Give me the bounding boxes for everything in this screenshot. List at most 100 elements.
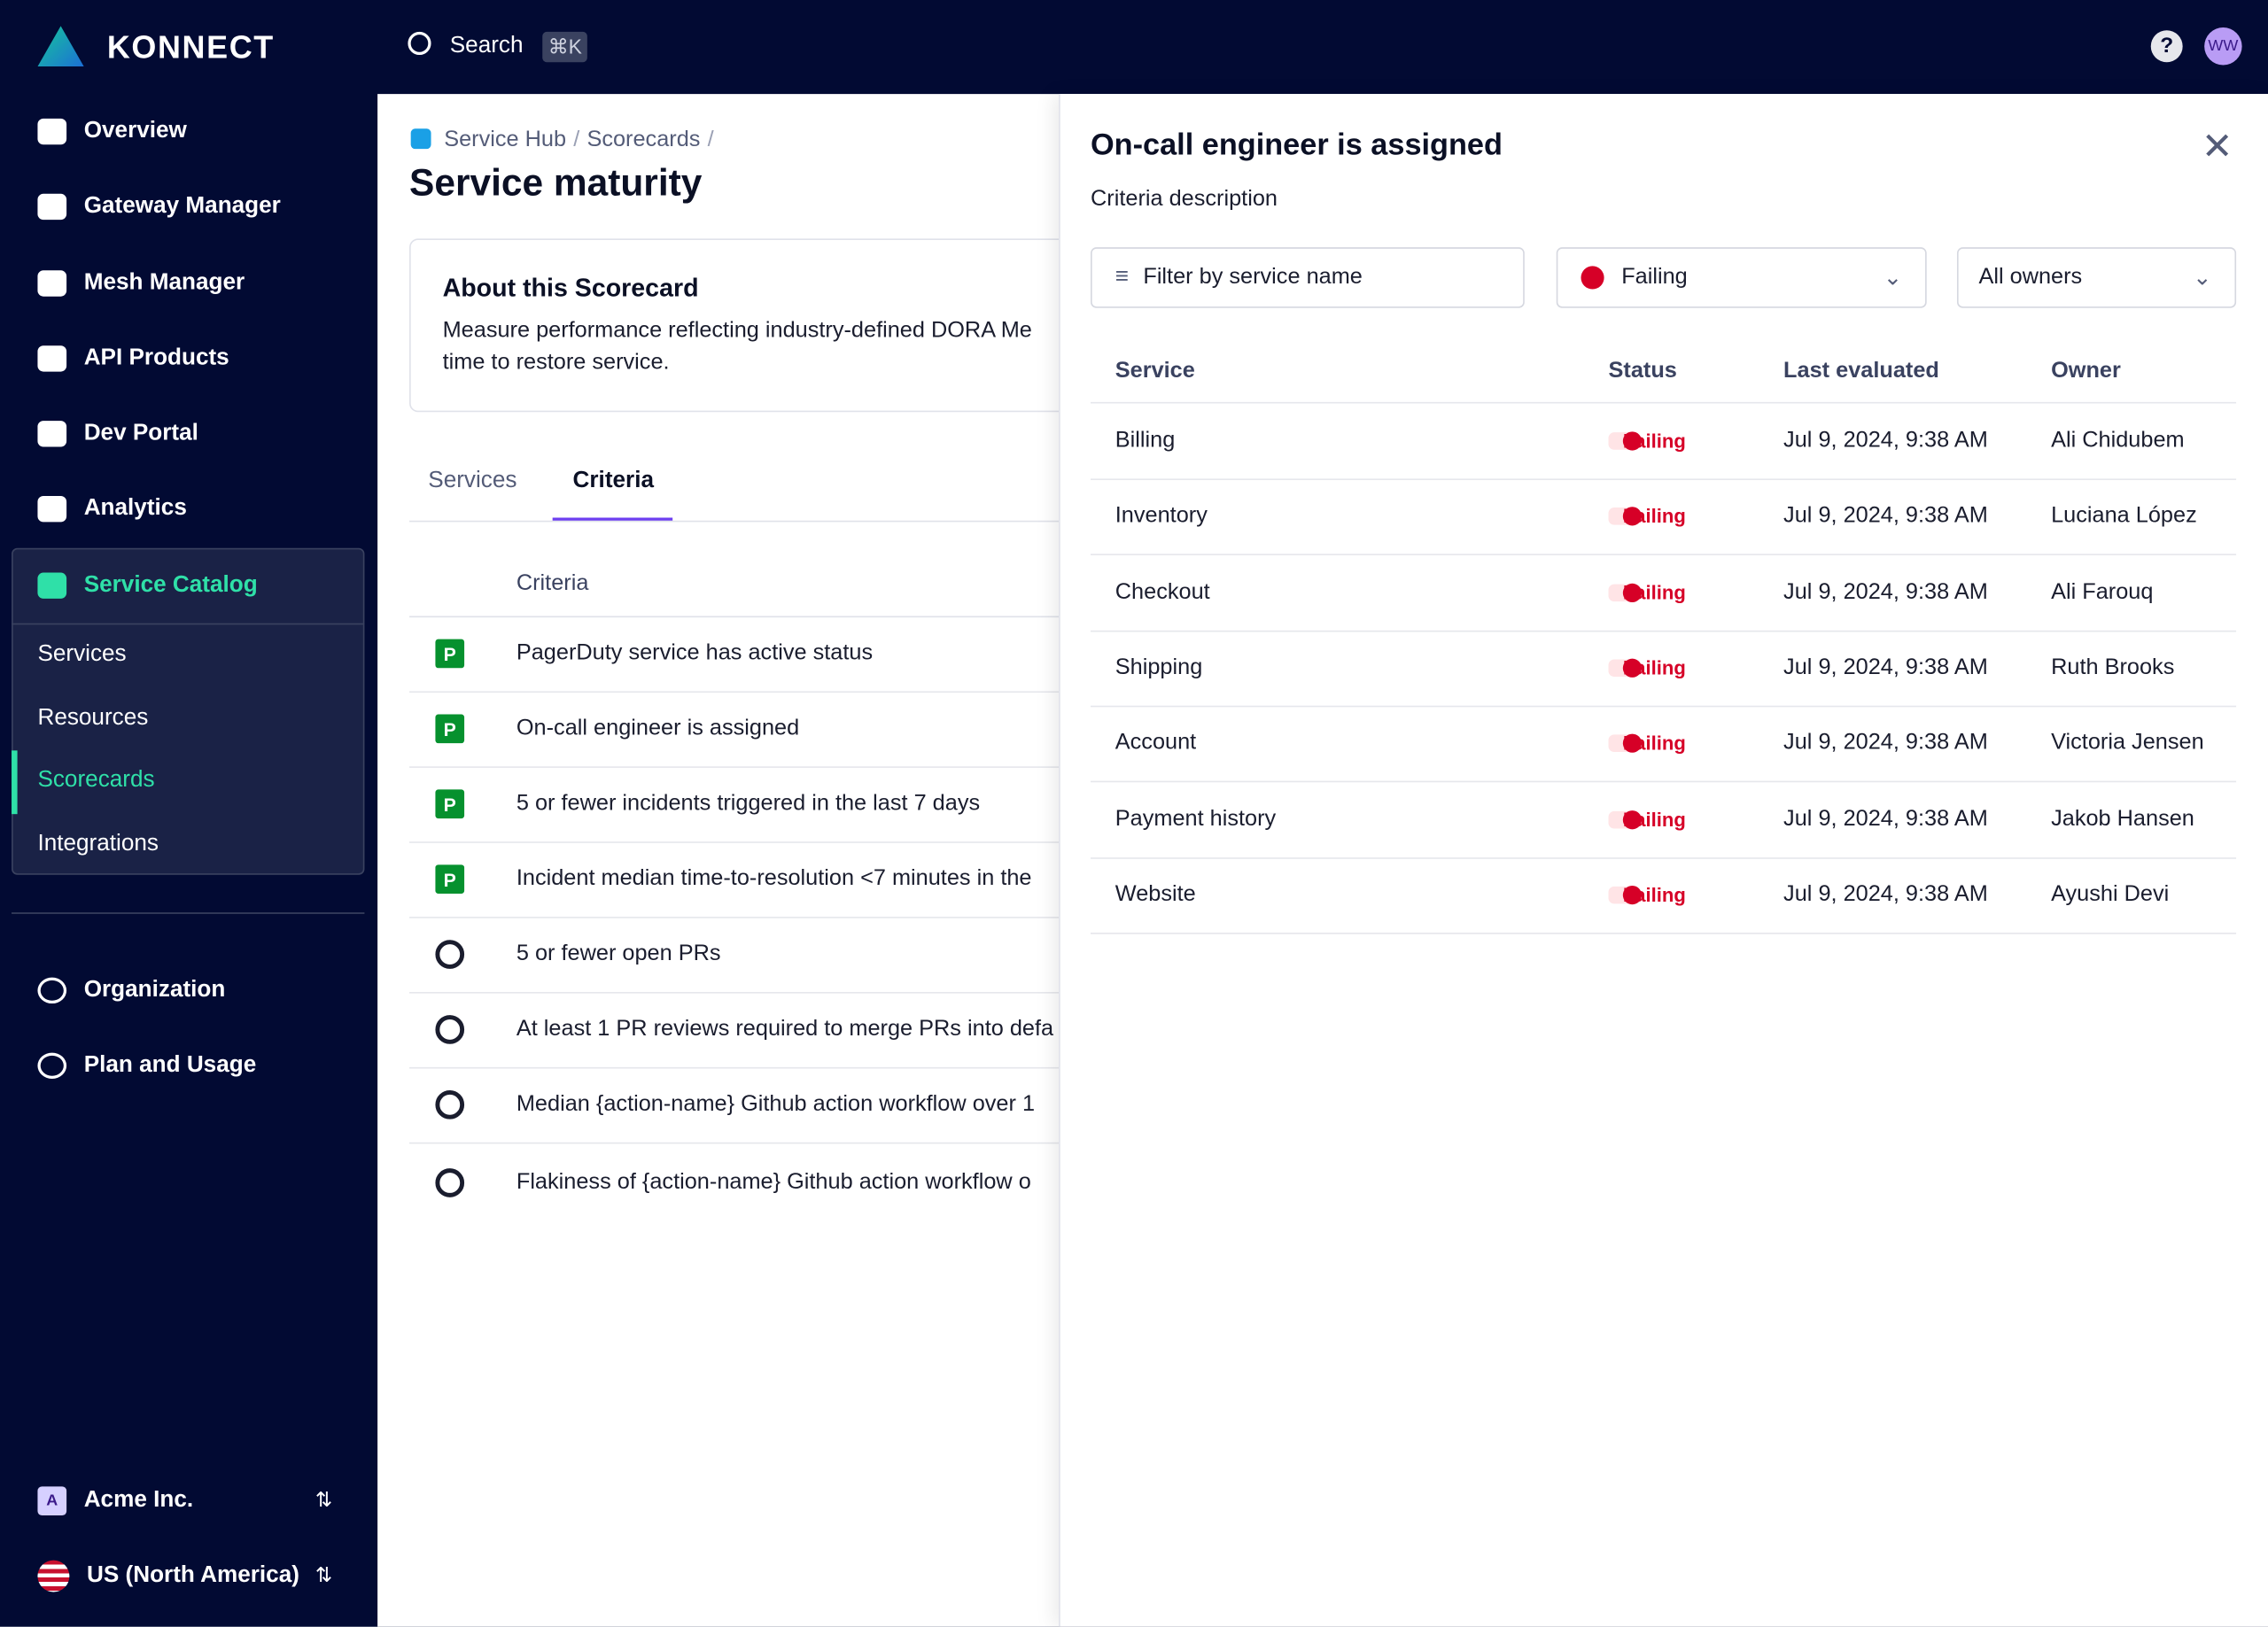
cell: Jul 9, 2024, 9:38 AM <box>1783 503 1988 529</box>
nav-item[interactable]: Plan and Usage <box>37 1049 256 1083</box>
nav-label: Service Catalog <box>83 572 258 598</box>
criteria-row[interactable]: P On-call engineer is assigned <box>409 691 1076 768</box>
criteria-row[interactable]: At least 1 PR reviews required to merge … <box>409 992 1076 1069</box>
search-icon <box>408 31 431 56</box>
cell: Ali Chidubem <box>2051 428 2185 453</box>
nav-label: Plan and Usage <box>83 1052 257 1078</box>
nav-item[interactable]: Mesh Manager <box>37 266 245 300</box>
criteria-label: Incident median time-to-resolution <7 mi… <box>516 865 1032 891</box>
status-select[interactable]: Failing ⌄ <box>1556 247 1927 308</box>
table-row[interactable]: Billing Failing Jul 9, 2024, 9:38 AM Ali Ch… <box>1091 404 2237 481</box>
criteria-label: At least 1 PR reviews required to merge … <box>516 1016 1054 1042</box>
breadcrumbs: Service Hub / Scorecards / <box>444 128 713 153</box>
tab[interactable]: Criteria <box>572 468 655 493</box>
cell: Account <box>1115 730 1197 755</box>
table-row[interactable]: Account Failing Jul 9, 2024, 9:38 AM Victor… <box>1091 706 2237 783</box>
nav-label: Organization <box>83 977 226 1003</box>
criteria-row[interactable]: P PagerDuty service has active status <box>409 616 1076 693</box>
table-row[interactable]: Shipping Failing Jul 9, 2024, 9:38 AM Ruth … <box>1091 631 2237 708</box>
criteria-label: PagerDuty service has active status <box>516 640 874 666</box>
cell: Jul 9, 2024, 9:38 AM <box>1783 428 1988 453</box>
sub-nav-item[interactable]: Services <box>37 641 127 667</box>
sub-nav-item[interactable]: Integrations <box>37 831 159 856</box>
divider <box>12 623 365 625</box>
criteria-label: 5 or fewer open PRs <box>516 941 721 966</box>
nav-item[interactable]: Dev Portal <box>37 416 198 451</box>
cell: Jakob Hansen <box>2051 806 2194 831</box>
criteria-row[interactable]: Median {action-name} Github action workf… <box>409 1067 1076 1144</box>
nav-item[interactable]: Service Catalog <box>37 569 258 603</box>
status-label: Failing <box>1622 884 1686 906</box>
cell: Checkout <box>1115 579 1210 604</box>
criteria-row[interactable]: 5 or fewer open PRs <box>409 917 1076 994</box>
table-row[interactable]: Website Failing Jul 9, 2024, 9:38 AM Ayushi… <box>1091 857 2237 934</box>
criteria-row[interactable]: P Incident median time-to-resolution <7 m… <box>409 841 1076 918</box>
criteria-row[interactable]: Flakiness of {action-name} Github action… <box>409 1143 1075 1223</box>
nav-icon <box>37 495 67 523</box>
nav-icon <box>37 421 67 447</box>
cell: Inventory <box>1115 503 1208 529</box>
column-header: Owner <box>2051 358 2121 384</box>
panel-description: Criteria description <box>1091 186 1278 212</box>
owner-select[interactable]: All owners ⌄ <box>1956 247 2237 308</box>
tab-line <box>409 520 1076 523</box>
cell: Jul 9, 2024, 9:38 AM <box>1783 579 1988 604</box>
status-badge: Failing <box>1608 657 1686 678</box>
org[interactable]: A Acme Inc. <box>37 1484 193 1518</box>
status-label: Failing <box>1622 430 1686 453</box>
nav-label: Analytics <box>83 495 187 521</box>
nav-item[interactable]: API Products <box>37 341 229 376</box>
tab-indicator <box>552 517 673 521</box>
status-icon <box>1622 810 1643 829</box>
cell: Website <box>1115 881 1196 907</box>
column-header: Service <box>1115 358 1195 384</box>
table-header: Service Status Last evaluated Owner <box>1091 341 2237 404</box>
status-icon <box>1622 885 1643 904</box>
filter-input[interactable]: ≡ Filter by service name <box>1091 247 1525 308</box>
status-badge: Failing <box>1608 430 1686 452</box>
breadcrumb[interactable]: Scorecards <box>586 127 701 152</box>
nav-item[interactable]: Gateway Manager <box>37 190 281 224</box>
status-badge: Failing <box>1608 732 1686 755</box>
cell: Jul 9, 2024, 9:38 AM <box>1783 730 1988 755</box>
shortcut: ⌘K <box>542 31 588 63</box>
column-header: Criteria <box>516 570 589 596</box>
status-label: Failing <box>1622 581 1686 603</box>
search[interactable]: Search <box>449 33 524 58</box>
about-title: About this Scorecard <box>442 273 699 303</box>
cell: Ayushi Devi <box>2051 881 2170 907</box>
logo <box>37 26 84 67</box>
breadcrumb[interactable]: Service Hub <box>444 127 567 152</box>
column-header: Status <box>1608 358 1677 384</box>
status-icon <box>1622 583 1643 602</box>
table-row[interactable]: Checkout Failing Jul 9, 2024, 9:38 AM Ali F… <box>1091 554 2237 631</box>
nav-item[interactable]: Overview <box>37 114 187 149</box>
table-row[interactable]: Inventory Failing Jul 9, 2024, 9:38 AM Luci… <box>1091 479 2237 556</box>
status-icon <box>1622 658 1643 678</box>
table-row[interactable]: Payment history Failing Jul 9, 2024, 9:38 … <box>1091 781 2237 858</box>
sub-nav-item[interactable]: Scorecards <box>37 767 155 793</box>
region[interactable]: US (North America) <box>37 1559 299 1593</box>
breadcrumb: / <box>573 127 580 152</box>
nav-item[interactable]: Analytics <box>37 492 187 526</box>
status-label: Failing <box>1622 808 1686 831</box>
avatar[interactable]: WW <box>2204 27 2242 66</box>
status-icon <box>1622 507 1643 526</box>
cell: Shipping <box>1115 655 1203 680</box>
nav-icon <box>37 118 67 145</box>
sub-nav-item[interactable]: Resources <box>37 705 149 731</box>
tab[interactable]: Services <box>428 468 517 493</box>
cell: Jul 9, 2024, 9:38 AM <box>1783 655 1988 680</box>
panel-title: On-call engineer is assigned <box>1091 128 1503 162</box>
brand: KONNECT <box>106 28 275 66</box>
close[interactable]: ✕ <box>2201 124 2233 168</box>
cell: Ali Farouq <box>2051 579 2154 604</box>
nav-item[interactable]: Organization <box>37 973 225 1008</box>
chevron: ⇅ <box>315 1487 333 1512</box>
criteria-head <box>409 557 1076 618</box>
help[interactable]: ? <box>2150 30 2183 63</box>
nav-label: Overview <box>83 118 187 143</box>
